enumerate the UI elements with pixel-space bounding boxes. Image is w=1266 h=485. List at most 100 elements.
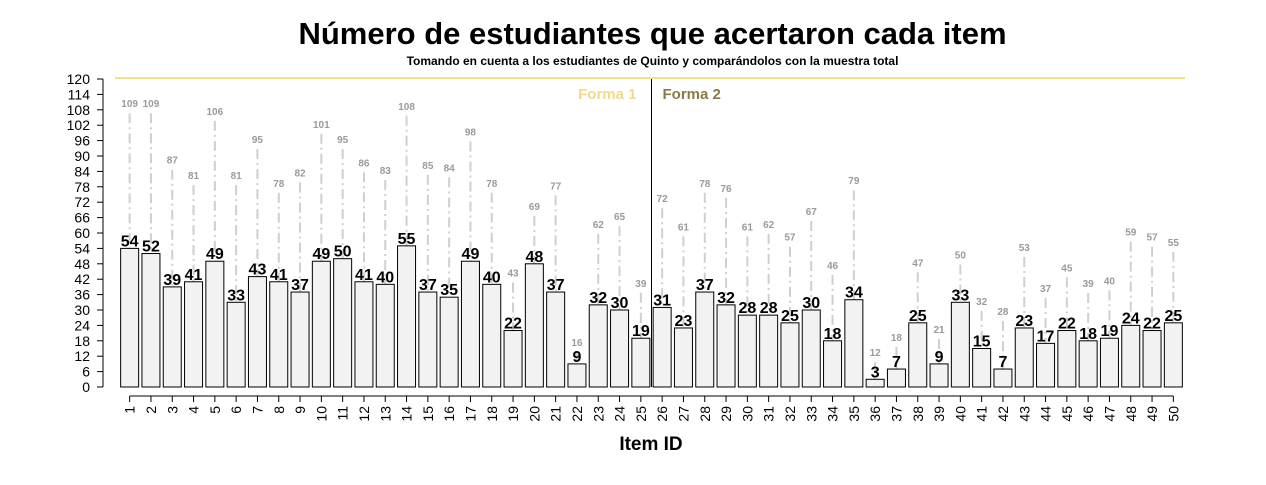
total-sample-label: 37 [1040, 284, 1052, 295]
y-tick-label: 66 [74, 210, 90, 226]
total-sample-label: 61 [742, 222, 754, 233]
bar [823, 340, 843, 388]
total-sample-label: 61 [678, 222, 690, 233]
bar [546, 291, 566, 388]
bar [695, 291, 715, 388]
bar [311, 260, 331, 388]
x-tick-label: 35 [846, 406, 862, 422]
bar-value-label: 43 [249, 262, 267, 279]
bar-value-label: 25 [909, 308, 927, 325]
total-sample-label: 77 [550, 181, 562, 192]
total-sample-label: 76 [720, 184, 732, 195]
x-tick-label: 2 [143, 406, 159, 414]
total-sample-label: 65 [614, 212, 626, 223]
total-sample-label: 81 [188, 171, 200, 182]
bar-value-label: 23 [675, 313, 693, 330]
x-tick-label: 18 [484, 406, 500, 422]
bar [524, 263, 544, 388]
x-tick-label: 6 [228, 406, 244, 414]
x-tick-label: 21 [548, 406, 564, 422]
bar-value-label: 15 [973, 334, 991, 351]
x-tick-label: 11 [335, 406, 351, 421]
total-sample-label: 53 [1019, 243, 1031, 254]
total-sample-label: 81 [231, 171, 243, 182]
bar-value-label: 3 [871, 364, 880, 381]
x-tick-label: 28 [697, 406, 713, 422]
bar [1099, 337, 1119, 388]
bar [247, 276, 267, 388]
bar-value-label: 35 [440, 282, 458, 299]
x-tick-label: 25 [633, 406, 649, 422]
y-tick-label: 24 [74, 317, 90, 333]
bar [908, 322, 928, 388]
bar-value-label: 18 [1079, 326, 1097, 343]
bar [1036, 342, 1056, 388]
total-sample-label: 106 [207, 107, 224, 118]
x-tick-label: 29 [718, 406, 734, 422]
x-tick-label: 16 [441, 406, 457, 422]
bar-value-label: 37 [547, 277, 565, 294]
x-tick-label: 19 [505, 406, 521, 422]
total-sample-label: 78 [486, 179, 498, 190]
x-tick-label: 47 [1101, 406, 1117, 422]
x-tick-label: 43 [1016, 406, 1032, 422]
y-tick-label: 96 [74, 133, 90, 149]
y-tick-label: 102 [67, 117, 91, 133]
total-sample-label: 40 [1104, 276, 1116, 287]
bar [673, 327, 693, 388]
x-tick-label: 17 [462, 406, 478, 422]
bar [1014, 327, 1034, 388]
total-sample-label: 78 [273, 179, 285, 190]
x-tick-label: 10 [313, 406, 329, 422]
x-tick-label: 7 [249, 406, 265, 414]
total-sample-label: 98 [465, 127, 477, 138]
bar [929, 363, 949, 388]
total-sample-label: 12 [870, 348, 882, 359]
bar [1078, 340, 1098, 388]
total-sample-label: 59 [1125, 228, 1137, 239]
bar [269, 281, 289, 388]
x-tick-label: 39 [931, 406, 947, 422]
y-tick-label: 12 [74, 348, 90, 364]
y-tick-label: 36 [74, 287, 90, 303]
bar [950, 301, 970, 388]
x-tick-label: 30 [739, 406, 755, 422]
bar-value-label: 32 [589, 290, 607, 307]
y-tick-label: 18 [74, 333, 90, 349]
x-tick-label: 37 [888, 406, 904, 422]
y-tick-label: 60 [74, 225, 90, 241]
x-tick-label: 1 [122, 406, 138, 414]
bar [482, 283, 502, 388]
x-tick-label: 32 [782, 406, 798, 422]
total-sample-label: 47 [912, 258, 924, 269]
bar [844, 299, 864, 388]
bar-value-label: 52 [142, 239, 160, 256]
bar-value-label: 31 [653, 292, 671, 309]
x-tick-label: 4 [186, 406, 202, 414]
bar [993, 368, 1013, 388]
bar [610, 309, 630, 388]
y-tick-label: 54 [74, 240, 90, 256]
bar [1121, 324, 1141, 388]
bar-value-label: 9 [572, 349, 581, 366]
x-tick-label: 20 [526, 406, 542, 422]
bar-value-label: 25 [781, 308, 799, 325]
bar [716, 304, 736, 388]
total-sample-label: 32 [976, 297, 988, 308]
bar [460, 260, 480, 388]
bar [865, 378, 885, 388]
total-sample-label: 101 [313, 120, 330, 131]
bar-value-label: 30 [611, 295, 629, 312]
total-sample-label: 87 [167, 156, 179, 167]
x-tick-label: 46 [1080, 406, 1096, 422]
total-sample-label: 86 [358, 158, 370, 169]
total-sample-label: 84 [444, 163, 456, 174]
bar [184, 281, 204, 388]
x-tick-label: 31 [761, 406, 777, 422]
y-tick-label: 114 [68, 86, 91, 102]
y-tick-label: 78 [74, 179, 90, 195]
y-tick-label: 90 [74, 148, 90, 164]
bar [1057, 330, 1077, 388]
total-sample-label: 62 [763, 220, 775, 231]
x-tick-label: 45 [1059, 406, 1075, 422]
